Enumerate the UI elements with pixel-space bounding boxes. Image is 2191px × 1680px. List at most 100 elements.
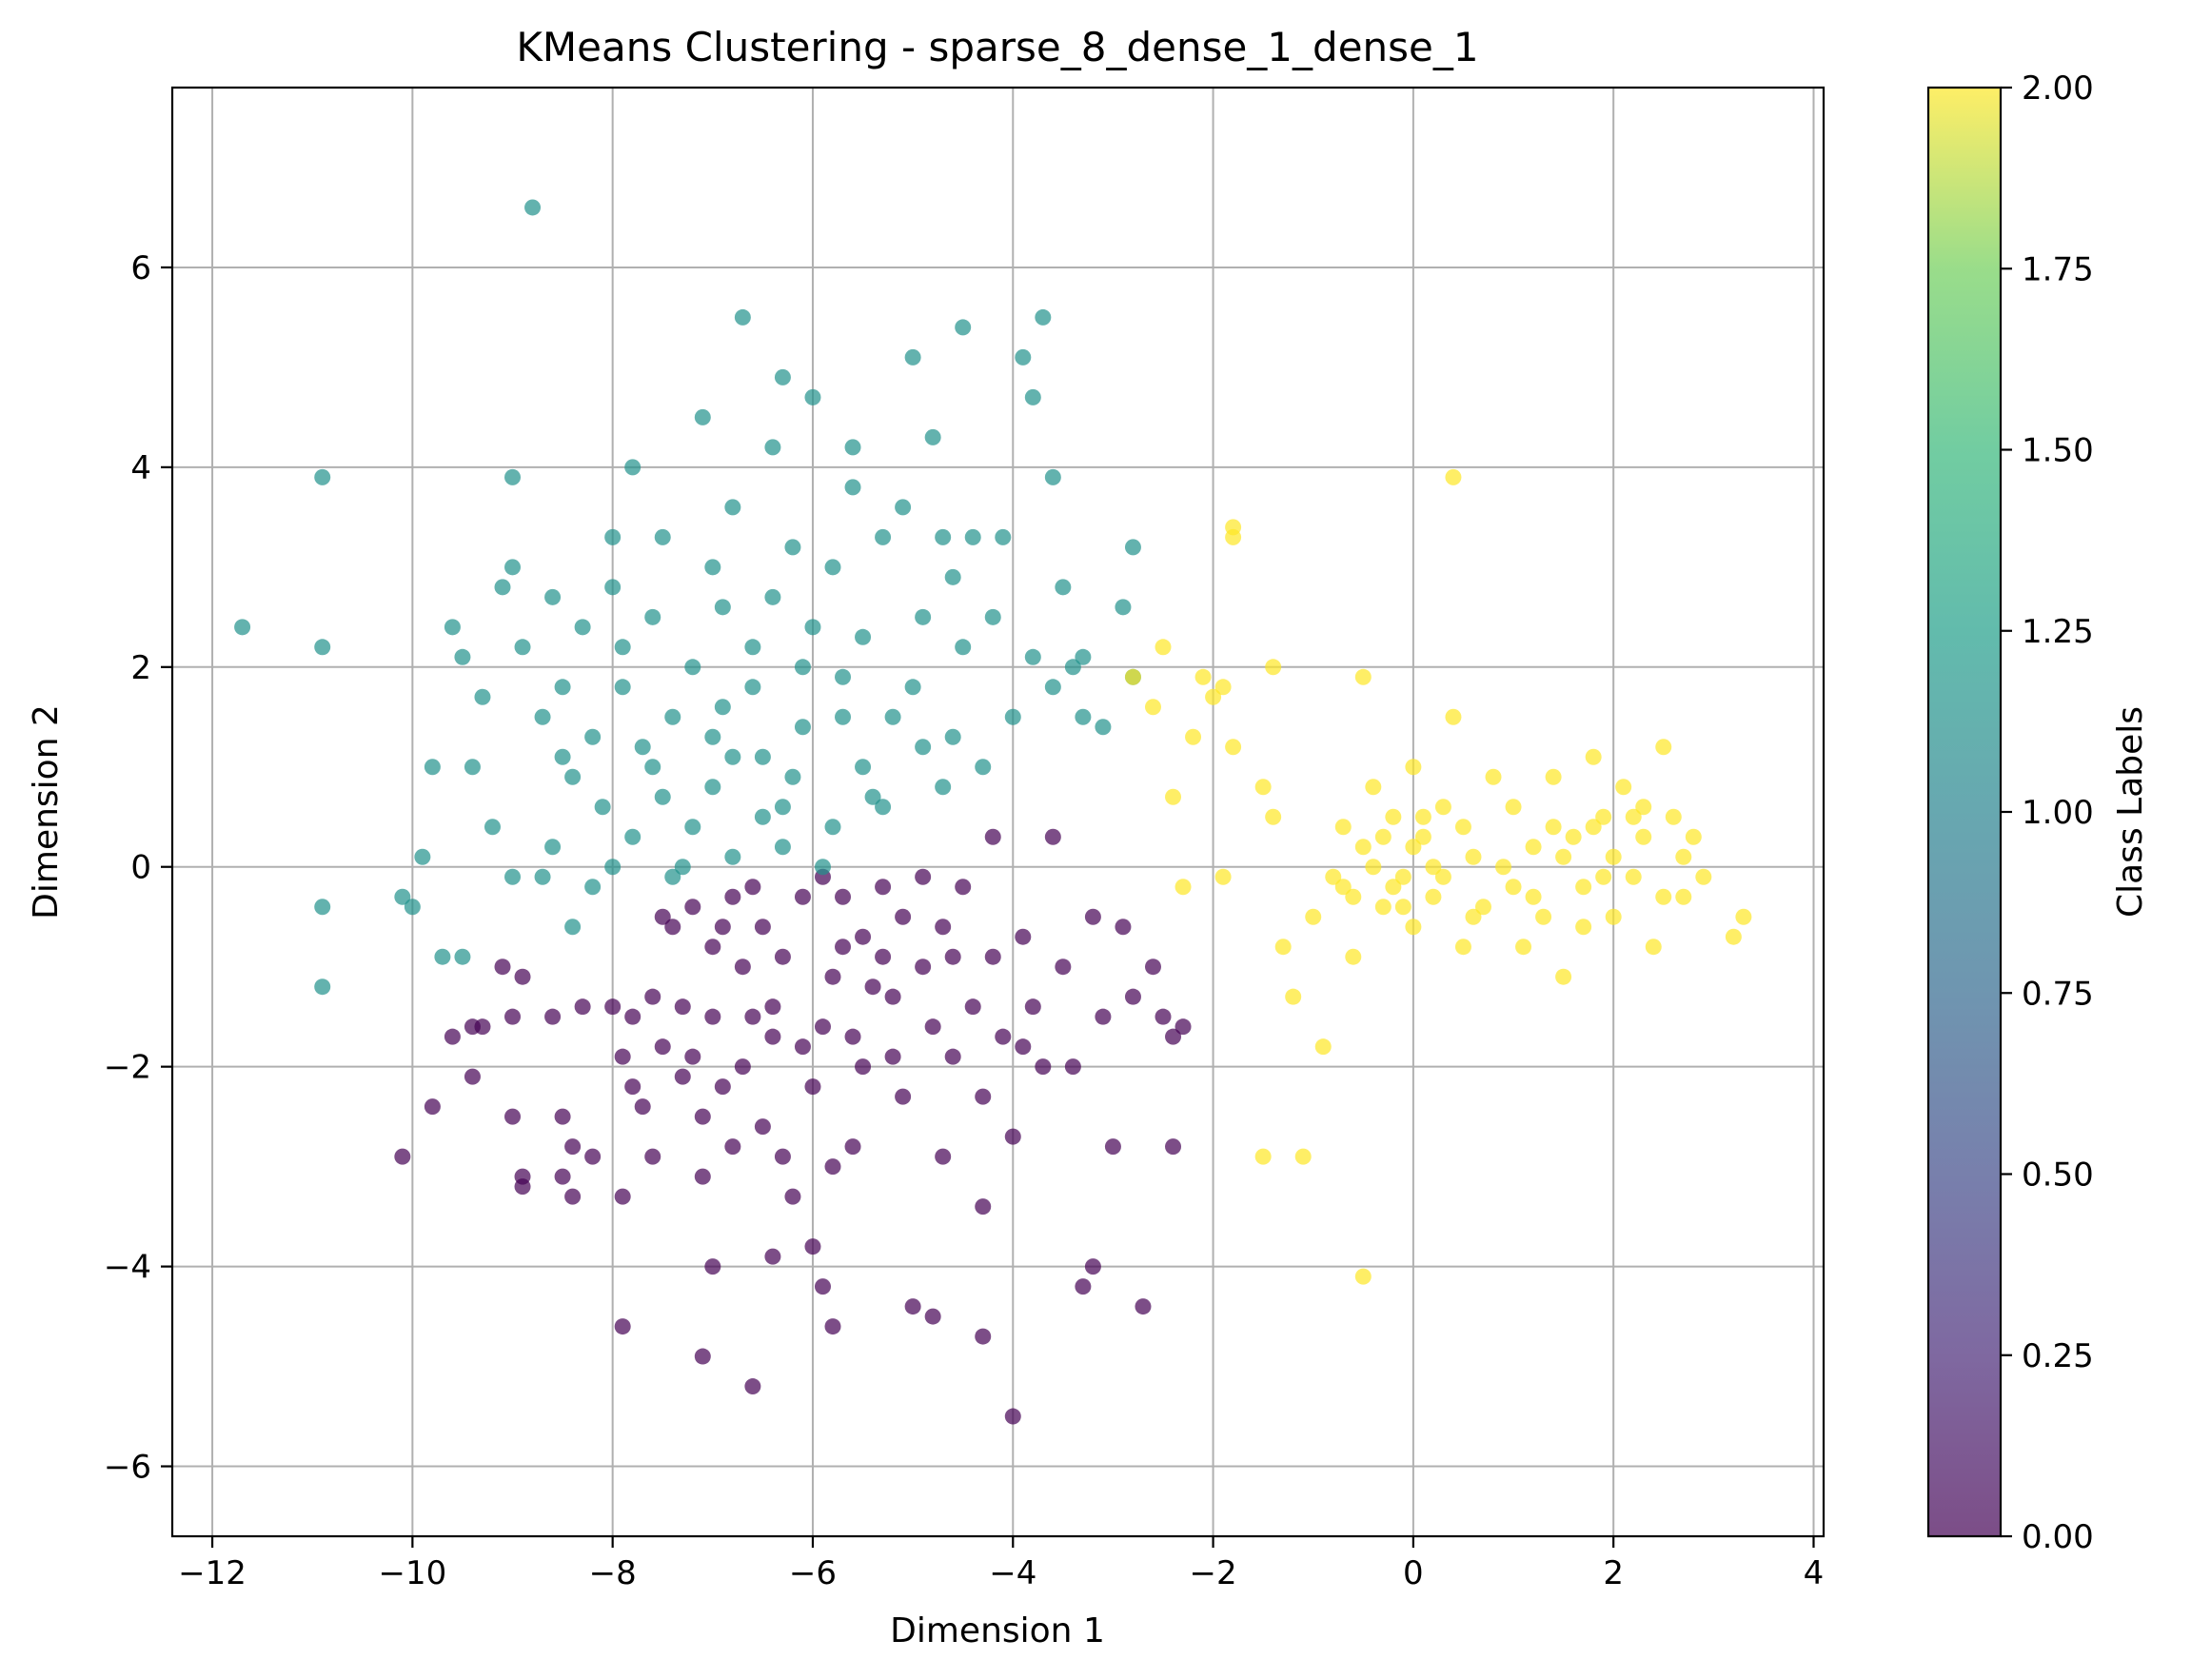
data-point [984, 948, 1001, 965]
data-point [1165, 1028, 1182, 1045]
data-point [664, 919, 681, 936]
data-point [1585, 748, 1602, 765]
data-point [614, 1318, 631, 1335]
data-point [955, 319, 972, 336]
data-point [654, 788, 671, 805]
data-point [774, 799, 791, 816]
data-point [895, 1088, 912, 1105]
data-point [1004, 1128, 1021, 1145]
data-point [1254, 1148, 1272, 1165]
data-point [1605, 848, 1622, 865]
x-axis-label: Dimension 1 [890, 1611, 1105, 1650]
data-point [915, 608, 932, 625]
data-point [935, 1148, 952, 1165]
data-point [1055, 959, 1072, 976]
data-point [1144, 699, 1161, 716]
data-point [1605, 908, 1622, 925]
data-point [654, 528, 671, 545]
data-point [454, 948, 471, 965]
data-point [634, 739, 651, 756]
data-point [1645, 939, 1662, 956]
data-point [1265, 659, 1282, 676]
data-point [1155, 639, 1172, 656]
data-point [774, 948, 791, 965]
data-point [1635, 828, 1652, 845]
data-point [1265, 808, 1282, 825]
data-point [644, 608, 661, 625]
data-point [714, 699, 731, 716]
data-point [1685, 828, 1702, 845]
data-point [534, 868, 551, 885]
data-point [714, 919, 731, 936]
data-point [1365, 859, 1382, 876]
data-point [1385, 879, 1402, 896]
x-tick-label: −12 [178, 1554, 247, 1592]
data-point [704, 1258, 721, 1275]
colorbar [1928, 88, 2001, 1536]
data-point [1474, 899, 1491, 916]
x-tick-label: −6 [789, 1554, 837, 1592]
data-point [814, 1278, 831, 1295]
data-point [554, 748, 571, 765]
data-point [704, 779, 721, 796]
data-point [1575, 919, 1592, 936]
data-point [814, 1018, 831, 1036]
data-point [1064, 659, 1081, 676]
data-point [394, 1148, 411, 1165]
data-point [564, 1138, 582, 1156]
data-point [734, 1058, 751, 1076]
data-point [884, 988, 901, 1005]
data-point [1665, 808, 1682, 825]
data-point [1024, 998, 1041, 1016]
y-axis-label: Dimension 2 [27, 704, 66, 919]
data-point [684, 899, 701, 916]
data-point [1635, 799, 1652, 816]
data-point [614, 679, 631, 696]
data-point [1274, 939, 1292, 956]
data-point [604, 859, 622, 876]
data-point [314, 468, 331, 485]
data-point [584, 1148, 602, 1165]
data-point [955, 879, 972, 896]
data-point [1394, 899, 1411, 916]
data-point [1505, 879, 1522, 896]
data-point [975, 759, 992, 776]
data-point [1294, 1148, 1312, 1165]
data-point [855, 759, 872, 776]
data-point [504, 1108, 522, 1125]
data-point [594, 799, 611, 816]
data-point [444, 1028, 461, 1045]
data-point [1024, 388, 1041, 405]
data-point [664, 868, 681, 885]
data-point [1625, 808, 1642, 825]
data-point [1425, 888, 1442, 905]
data-point [984, 828, 1001, 845]
data-point [624, 459, 642, 476]
data-point [474, 688, 491, 705]
data-point [824, 968, 841, 985]
colorbar-tick-label: 0.50 [2022, 1156, 2094, 1195]
data-point [414, 848, 431, 865]
colorbar-tick-label: 0.75 [2022, 975, 2094, 1013]
data-point [704, 1008, 721, 1025]
grid-lines [172, 88, 1824, 1536]
data-point [1655, 739, 1672, 756]
data-point [1725, 928, 1742, 945]
y-tick-label: −2 [104, 1049, 151, 1087]
data-point [1075, 708, 1092, 725]
data-point [764, 439, 781, 456]
data-point [1675, 848, 1692, 865]
data-point [1004, 1408, 1021, 1425]
data-point [394, 888, 411, 905]
data-point [1225, 739, 1242, 756]
data-point [1115, 599, 1132, 616]
data-point [684, 819, 701, 836]
data-point [944, 728, 961, 745]
data-point [984, 608, 1001, 625]
data-point [764, 588, 781, 605]
data-point [634, 1098, 651, 1116]
data-point [514, 968, 531, 985]
data-point [924, 1018, 941, 1036]
data-point [1194, 668, 1212, 685]
data-point [875, 948, 892, 965]
